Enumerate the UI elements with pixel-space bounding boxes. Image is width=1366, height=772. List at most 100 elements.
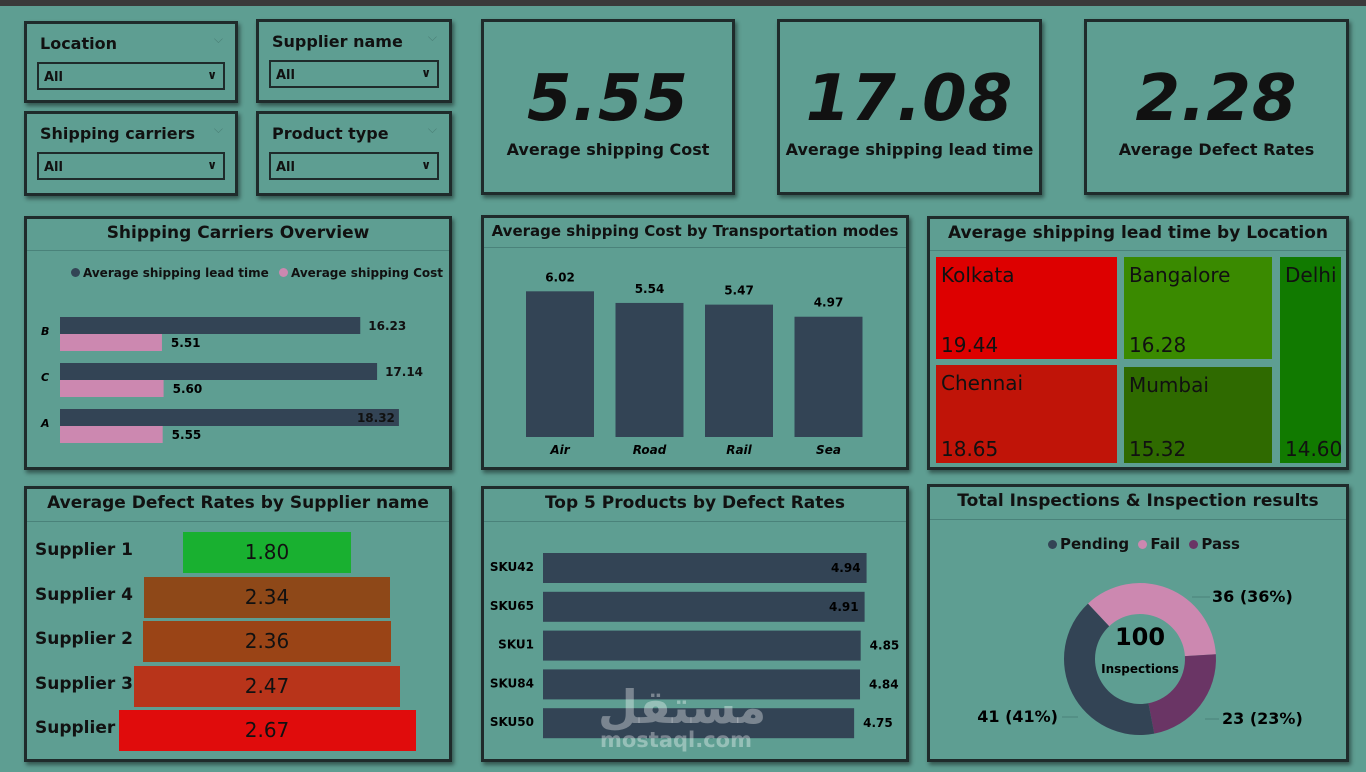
product-bar	[543, 553, 867, 583]
product-type-dropdown[interactable]: All ∨	[269, 152, 439, 180]
dropdown-value: All	[44, 160, 63, 175]
donut-center-label: Inspections	[1101, 662, 1179, 676]
supplier-label: Supplier 2	[35, 629, 133, 649]
funnel-bar[interactable]: 2.36	[142, 621, 392, 662]
category-label: Air	[549, 443, 570, 457]
legend-dot	[1189, 540, 1199, 549]
cost-bar	[60, 426, 163, 443]
supplier-label: Supplier 1	[35, 540, 133, 560]
legend-dot	[278, 268, 288, 277]
chevron-down-icon[interactable]: ⌵	[213, 122, 223, 136]
chevron-down-icon: ∨	[207, 68, 217, 82]
dropdown-value: All	[276, 160, 295, 175]
category-label: SKU1	[498, 638, 534, 652]
donut-slice	[1148, 654, 1216, 734]
kpi-value: 2.28	[1135, 62, 1298, 136]
category-label: SKU50	[490, 715, 534, 729]
chevron-down-icon: ∨	[421, 158, 431, 172]
watermark-url: mostaql.com	[600, 728, 752, 752]
location-slicer[interactable]: Location ⌵ All ∨	[24, 21, 238, 103]
slicer-label: Product type	[272, 124, 389, 143]
chevron-down-icon[interactable]: ⌵	[213, 32, 223, 46]
chart-title: Total Inspections & Inspection results	[957, 491, 1319, 511]
pending-data-label: 41 (41%)	[977, 707, 1058, 726]
supplier-slicer[interactable]: Supplier name ⌵ All ∨	[256, 19, 452, 103]
dropdown-value: All	[276, 68, 295, 83]
tile-label: Mumbai	[1129, 373, 1209, 397]
supplier-dropdown[interactable]: All ∨	[269, 60, 439, 88]
tile-bangalore[interactable]: Bangalore 16.28	[1124, 257, 1272, 359]
kpi-value: 17.08	[805, 62, 1014, 136]
column-bar	[705, 304, 773, 437]
category-label: Sea	[816, 443, 841, 457]
category-label: SKU42	[490, 560, 534, 574]
tile-chennai[interactable]: Chennai 18.65	[936, 365, 1117, 463]
slicer-label: Shipping carriers	[40, 124, 196, 143]
inspections-donut-chart: 100 Inspections 36 (36%) 23 (23%) 41 (41%)	[977, 583, 1303, 735]
slicer-label: Location	[40, 34, 117, 53]
lead-time-label: 17.14	[385, 365, 423, 379]
supplier-label: Supplier 5	[35, 718, 133, 738]
category-label: Rail	[726, 443, 752, 457]
fail-data-label: 36 (36%)	[1212, 587, 1293, 606]
slicer-label: Supplier name	[272, 32, 403, 51]
data-label: 6.02	[545, 270, 575, 284]
legend-dot	[71, 268, 80, 277]
location-treemap-card: Average shipping lead time by Location K…	[927, 216, 1349, 470]
cost-label: 5.60	[173, 382, 203, 396]
funnel-bar[interactable]: 2.47	[134, 665, 400, 707]
lead-time-bar	[60, 409, 399, 426]
chevron-down-icon[interactable]: ⌵	[427, 30, 437, 44]
column-bar	[794, 316, 863, 437]
legend-label: Pass	[1201, 535, 1240, 553]
chart-title: Top 5 Products by Defect Rates	[544, 493, 846, 513]
funnel-bar[interactable]: 2.67	[118, 710, 416, 751]
dropdown-value: All	[44, 70, 63, 85]
tile-kolkata[interactable]: Kolkata 19.44	[936, 257, 1117, 359]
funnel-bar[interactable]: 2.34	[144, 576, 390, 618]
supplier-label: Supplier 4	[35, 584, 133, 605]
tile-delhi[interactable]: Delhi 14.60	[1280, 257, 1343, 463]
product-bar	[543, 669, 861, 700]
transport-modes-card: Average shipping Cost by Transportation …	[481, 215, 909, 470]
cost-bar	[60, 380, 164, 397]
location-dropdown[interactable]: All ∨	[37, 62, 225, 90]
data-label: 4.85	[870, 639, 900, 653]
data-label: 5.54	[635, 282, 665, 296]
lead-time-label: 18.32	[357, 411, 395, 425]
tile-value: 15.32	[1129, 437, 1187, 461]
legend-dot	[1138, 540, 1148, 549]
divider	[930, 250, 1346, 251]
chevron-down-icon[interactable]: ⌵	[427, 122, 437, 136]
tile-value: 14.60	[1285, 437, 1343, 461]
chart-title: Average shipping lead time by Location	[947, 223, 1329, 243]
watermark-logo: مستقل	[598, 680, 767, 734]
legend-label: Fail	[1150, 535, 1181, 553]
tile-mumbai[interactable]: Mumbai 15.32	[1124, 367, 1272, 463]
kpi-label: Average shipping Cost	[506, 140, 710, 159]
kpi-label: Average shipping lead time	[785, 140, 1034, 159]
column-bar	[615, 302, 684, 437]
top-bar	[0, 0, 1366, 6]
supplier-defect-card: Average Defect Rates by Supplier name Su…	[24, 486, 452, 762]
funnel-bar[interactable]: 1.80	[183, 532, 351, 573]
data-label: 5.47	[724, 284, 754, 298]
supplier-label: Supplier 3	[35, 673, 133, 694]
pass-data-label: 23 (23%)	[1222, 709, 1303, 728]
product-type-slicer[interactable]: Product type ⌵ All ∨	[256, 111, 452, 196]
carrier-dropdown[interactable]: All ∨	[37, 152, 225, 180]
chart-legend: Pending Fail Pass	[1048, 535, 1240, 553]
tile-value: 19.44	[941, 333, 999, 357]
carrier-slicer[interactable]: Shipping carriers ⌵ All ∨	[24, 111, 238, 196]
transport-column-chart: 6.02 Air 5.54 Road 5.47 Rail 4.97 Sea	[526, 270, 863, 457]
data-label: 4.84	[869, 677, 899, 691]
tile-label: Bangalore	[1129, 263, 1231, 287]
product-bar	[543, 591, 865, 622]
product-bar	[543, 630, 861, 661]
lead-time-label: 16.23	[368, 319, 406, 333]
data-label: 4.75	[863, 716, 893, 730]
tile-label: Delhi	[1285, 263, 1337, 287]
column-bar	[526, 291, 594, 437]
lead-time-bar	[60, 363, 378, 380]
donut-slice	[1064, 603, 1155, 735]
